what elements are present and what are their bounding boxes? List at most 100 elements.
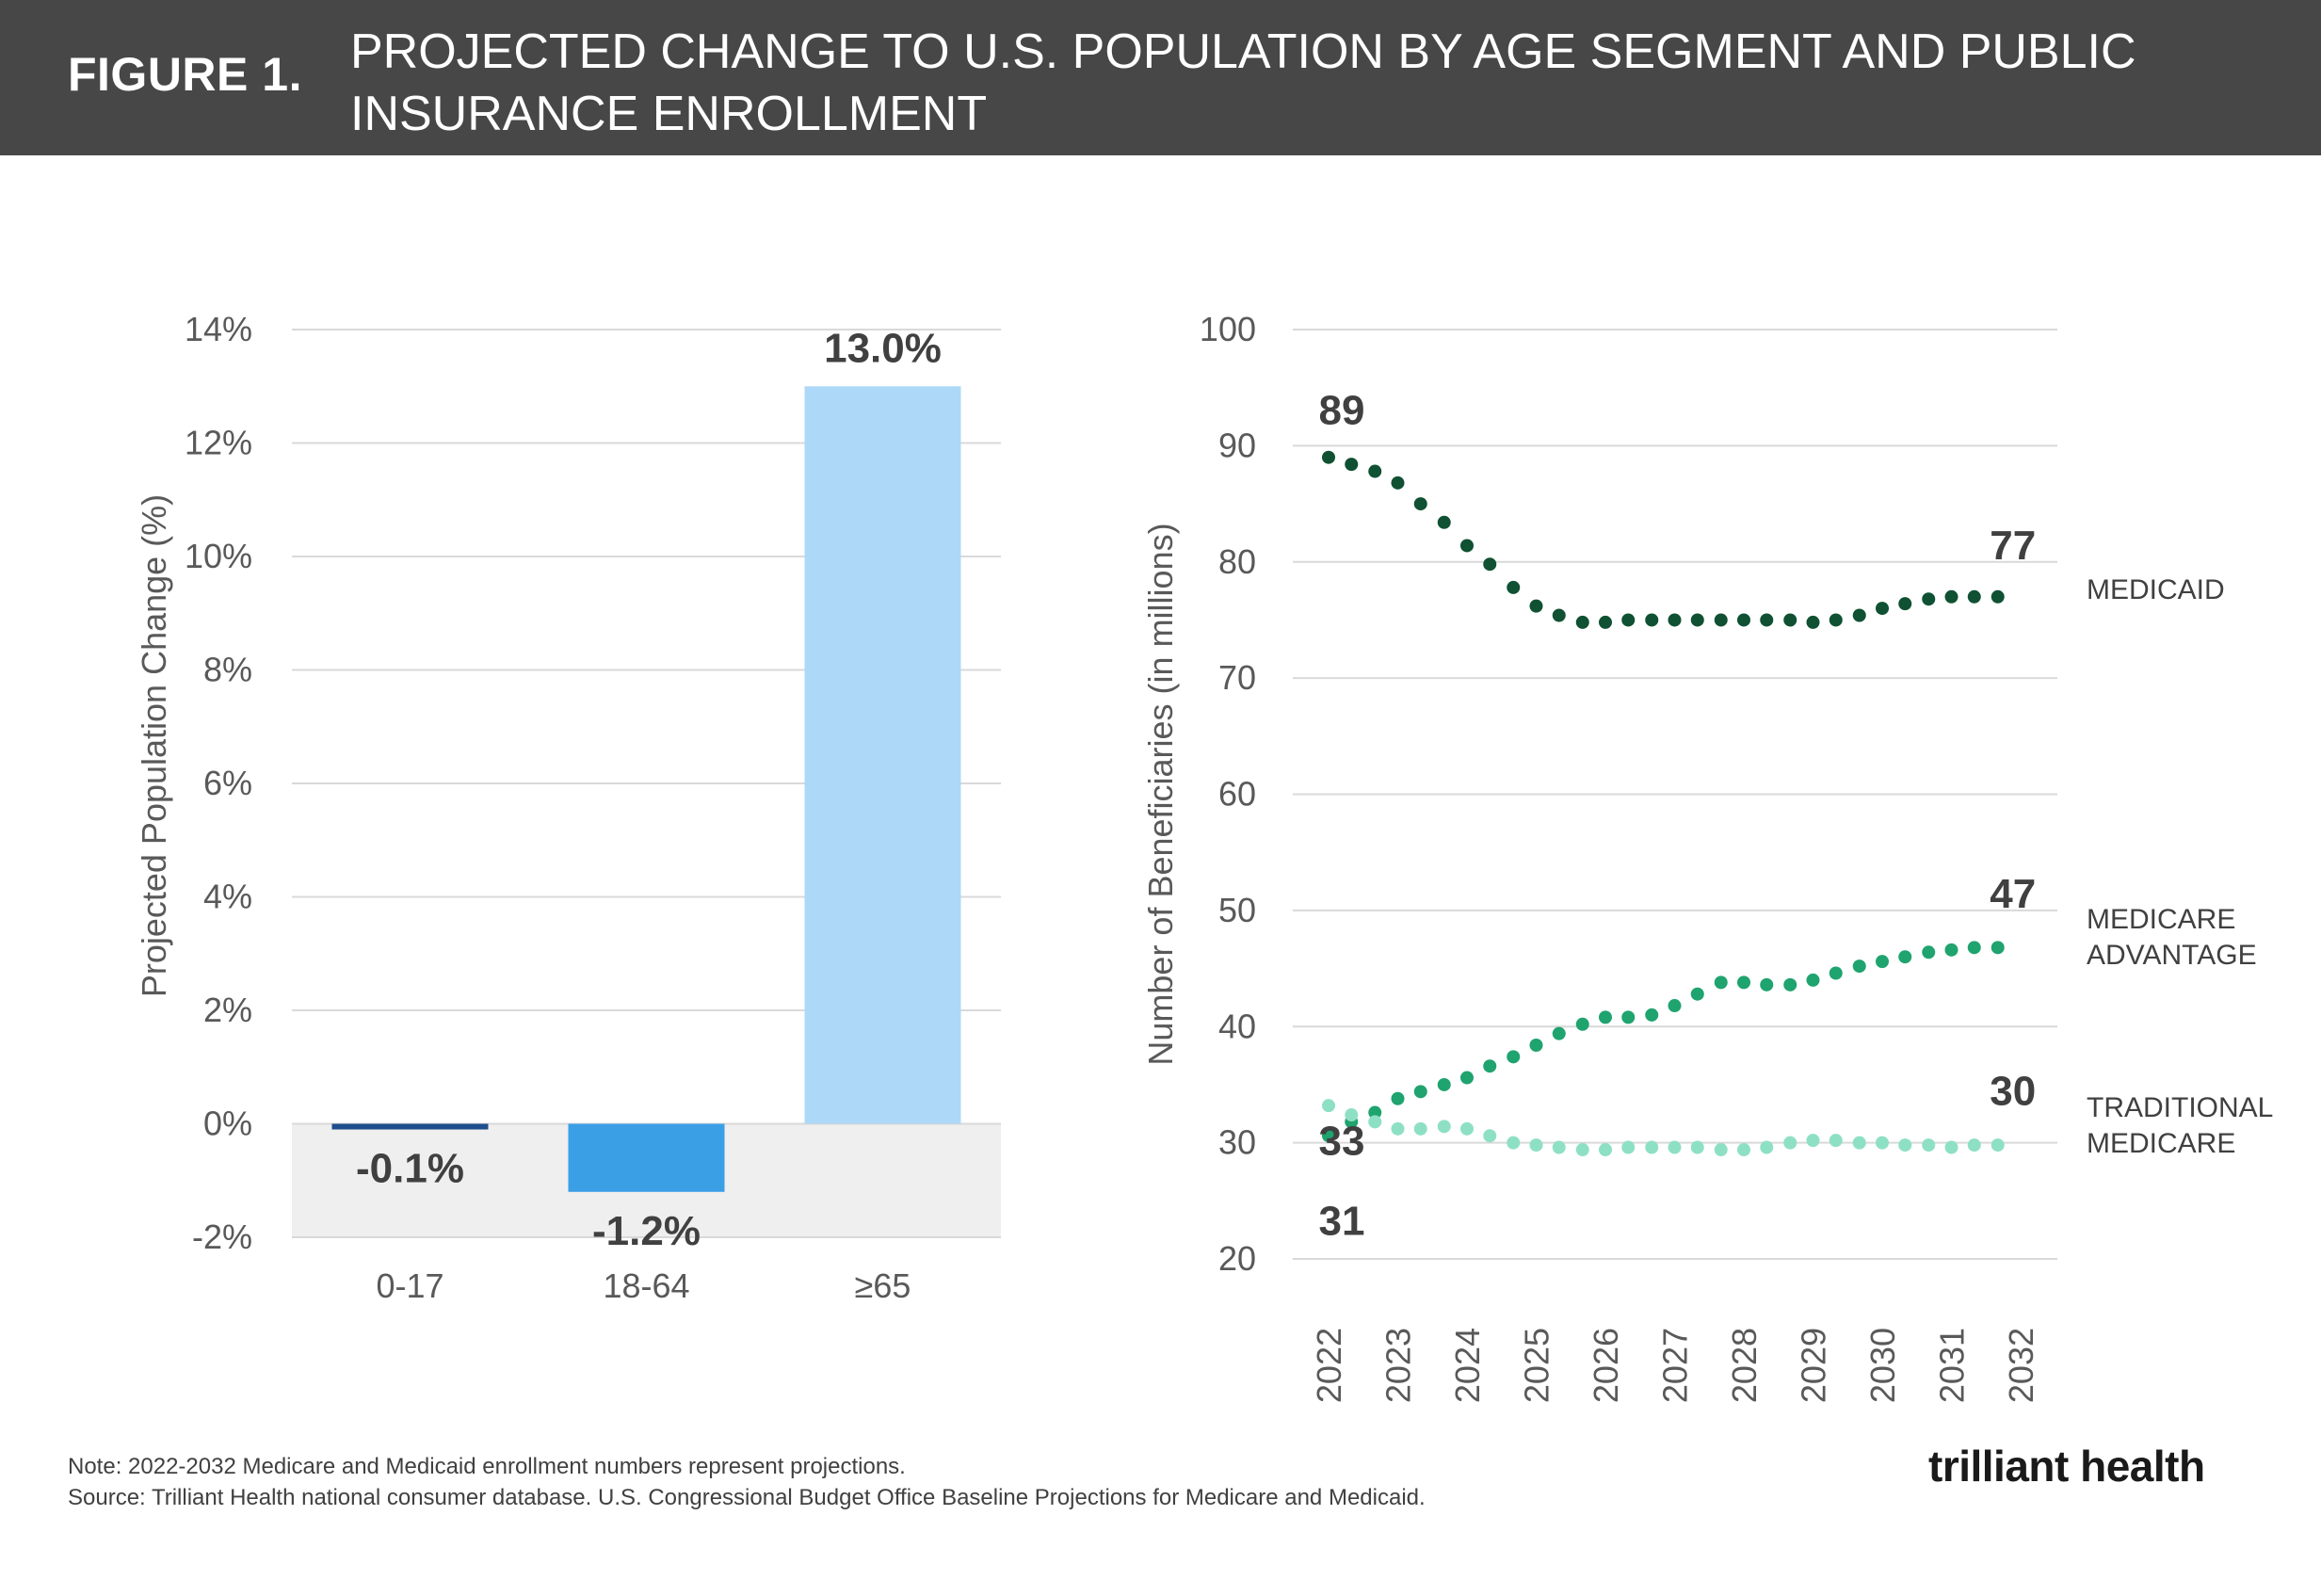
data-point bbox=[1668, 1140, 1682, 1154]
logo-text: trilliant health bbox=[1928, 1442, 2205, 1491]
y-tick-label: 60 bbox=[1218, 775, 1256, 814]
data-point bbox=[1368, 1115, 1382, 1129]
data-point bbox=[1991, 941, 2005, 955]
data-point bbox=[1944, 1140, 1958, 1154]
data-point bbox=[1599, 1010, 1612, 1024]
y-tick-label: 2% bbox=[203, 991, 252, 1029]
data-point bbox=[1714, 975, 1728, 990]
data-point bbox=[1690, 613, 1704, 627]
data-point bbox=[1391, 1091, 1405, 1105]
data-point bbox=[1690, 1140, 1704, 1154]
data-point bbox=[1483, 1059, 1497, 1073]
data-point bbox=[1806, 973, 1820, 987]
x-tick-label: 2023 bbox=[1379, 1328, 1418, 1403]
figure-header: FIGURE 1. PROJECTED CHANGE TO U.S. POPUL… bbox=[0, 0, 2321, 155]
data-point bbox=[1737, 1143, 1750, 1157]
y-tick-label: 70 bbox=[1218, 658, 1256, 697]
x-tick-label: 2031 bbox=[1933, 1328, 1972, 1403]
data-point bbox=[1552, 608, 1566, 622]
x-tick-label: 2030 bbox=[1863, 1328, 1902, 1403]
bar-value-label: -0.1% bbox=[356, 1146, 464, 1192]
population-change-bar-chart: -2% 0% 2% 4% 6% 8% 10% 12% 14% Projected Populati… bbox=[135, 310, 1001, 1305]
data-point bbox=[1413, 1121, 1427, 1136]
data-point bbox=[1552, 1026, 1566, 1040]
data-point bbox=[1460, 539, 1474, 553]
data-point bbox=[1575, 1143, 1589, 1157]
x-tick-label: 2032 bbox=[2002, 1328, 2040, 1403]
data-point bbox=[1737, 975, 1750, 990]
data-point bbox=[1621, 1010, 1636, 1024]
medicaid-start-label: 89 bbox=[1319, 388, 1365, 434]
data-point bbox=[1645, 1140, 1659, 1154]
data-point bbox=[1322, 450, 1335, 464]
bar-value-label: 13.0% bbox=[824, 325, 942, 371]
data-point bbox=[1621, 1140, 1636, 1154]
x-tick-label: 2024 bbox=[1448, 1328, 1487, 1403]
y-tick-label: 40 bbox=[1218, 1007, 1256, 1045]
series-label-medicaid: MEDICAID bbox=[2087, 574, 2225, 605]
data-point bbox=[1645, 613, 1659, 627]
data-point bbox=[1714, 1143, 1728, 1157]
x-tick-label: 2026 bbox=[1587, 1328, 1625, 1403]
y-tick-label: 0% bbox=[203, 1104, 252, 1143]
y-tick-label: 8% bbox=[203, 651, 252, 689]
data-point bbox=[1368, 1105, 1382, 1120]
bar bbox=[331, 1123, 489, 1130]
data-point bbox=[1645, 1008, 1659, 1022]
data-point bbox=[1898, 1138, 1912, 1153]
data-point bbox=[1413, 497, 1427, 511]
data-point bbox=[1852, 608, 1866, 622]
data-point bbox=[1783, 613, 1797, 627]
data-point bbox=[1922, 1138, 1936, 1153]
data-point bbox=[1760, 613, 1774, 627]
x-tick-label: 0-17 bbox=[376, 1266, 443, 1305]
data-point bbox=[1737, 613, 1750, 627]
medicaid-end-label: 77 bbox=[1990, 523, 2036, 569]
y-axis-title: Projected Population Change (%) bbox=[135, 494, 173, 997]
data-point bbox=[1345, 458, 1359, 472]
data-point bbox=[1922, 945, 1936, 959]
data-point bbox=[1437, 515, 1451, 529]
data-point bbox=[1760, 977, 1774, 991]
data-point bbox=[1829, 1134, 1843, 1148]
data-point bbox=[1345, 1108, 1359, 1122]
y-tick-label: 6% bbox=[203, 764, 252, 802]
traditional-medicare-start-label: 33 bbox=[1319, 1119, 1365, 1165]
data-point bbox=[1483, 557, 1497, 572]
data-point bbox=[1922, 592, 1936, 606]
data-point bbox=[1368, 464, 1382, 478]
data-point bbox=[1575, 1017, 1589, 1031]
data-point bbox=[1991, 589, 2005, 604]
footer-source: Source: Trilliant Health national consum… bbox=[68, 1485, 1426, 1510]
data-point bbox=[1829, 966, 1843, 980]
data-point bbox=[1460, 1071, 1474, 1085]
x-tick-label: 2029 bbox=[1795, 1328, 1833, 1403]
x-tick-label: 2027 bbox=[1656, 1328, 1695, 1403]
y-tick-label: 80 bbox=[1218, 542, 1256, 581]
y-tick-label: 4% bbox=[203, 878, 252, 916]
data-point bbox=[1460, 1121, 1474, 1136]
traditional-medicare-end-label: 30 bbox=[1990, 1069, 2036, 1115]
medicare-advantage-end-label: 47 bbox=[1990, 871, 2036, 917]
figure-label: FIGURE 1. bbox=[68, 48, 302, 101]
x-tick-label: 2022 bbox=[1310, 1328, 1348, 1403]
data-point bbox=[1529, 1138, 1543, 1153]
y-tick-label: 50 bbox=[1218, 891, 1256, 929]
data-point bbox=[1944, 589, 1958, 604]
data-point bbox=[1967, 1138, 1981, 1153]
y-tick-label: 30 bbox=[1218, 1123, 1256, 1162]
data-point bbox=[1552, 1140, 1566, 1154]
data-point bbox=[1991, 1138, 2005, 1153]
data-point bbox=[1806, 1134, 1820, 1148]
data-point bbox=[1898, 597, 1912, 611]
data-point bbox=[1876, 955, 1889, 969]
data-point bbox=[1852, 1136, 1866, 1150]
data-point bbox=[1391, 1121, 1405, 1136]
y-tick-label: 10% bbox=[185, 537, 252, 575]
x-tick-label: 2028 bbox=[1725, 1328, 1764, 1403]
data-point bbox=[1599, 615, 1612, 629]
y-tick-label: 20 bbox=[1218, 1239, 1256, 1278]
data-point bbox=[1783, 1136, 1797, 1150]
